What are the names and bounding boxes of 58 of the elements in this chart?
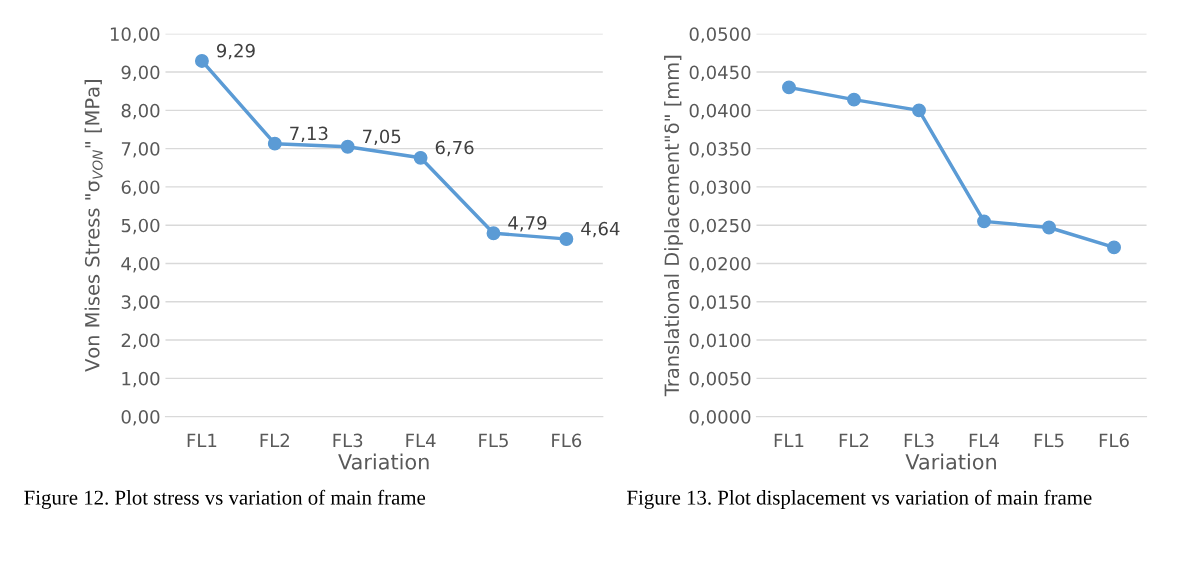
y-tick-label: 4,00	[121, 256, 160, 273]
x-tick-label: FL6	[1099, 433, 1129, 448]
point	[194, 54, 209, 68]
x-tick-label: FL4	[406, 433, 436, 448]
x-tick-label: FL2	[839, 433, 869, 448]
x-tick-label: FL4	[969, 433, 999, 448]
y-tick-label: 0,0200	[689, 256, 751, 273]
y-tick-label: 9,00	[121, 65, 160, 82]
data-label: 4,79	[508, 216, 547, 232]
y-tick-label: 0,0150	[689, 295, 751, 311]
y-tick-label: 0,0500	[689, 27, 751, 43]
y-tick-label: 6,00	[121, 180, 160, 196]
data-label: 7,13	[290, 126, 328, 142]
y-axis-title: Von Mises Stress "σ$_{VON}$" [MPa]	[84, 80, 103, 372]
point	[340, 139, 355, 154]
point	[1042, 220, 1056, 235]
x-tick-label: FL5	[479, 433, 508, 448]
point	[847, 92, 861, 107]
point	[559, 232, 574, 246]
y-tick-label: 3,00	[121, 295, 160, 311]
y-tick-label: 0,0000	[689, 410, 751, 426]
point	[486, 226, 501, 241]
y-tick-label: 5,00	[121, 218, 160, 235]
x-tick-label: FL2	[260, 433, 289, 448]
y-tick-label: 7,00	[121, 142, 160, 158]
x-tick-label: FL5	[1034, 433, 1064, 448]
y-axis-title: Translational Diplacement"δ" [mm]	[664, 55, 683, 397]
y-tick-label: 2,00	[121, 333, 160, 350]
y-tick-label: 10,00	[110, 27, 160, 43]
data-label: 6,76	[435, 140, 474, 157]
data-label: 9,29	[216, 43, 255, 60]
x-tick-label: FL3	[904, 433, 934, 448]
y-tick-label: 1,00	[122, 371, 160, 388]
data-label: 7,05	[363, 129, 401, 146]
point	[413, 150, 428, 165]
point	[267, 136, 282, 151]
data-label: 4,64	[581, 221, 620, 238]
x-tick-label: FL1	[774, 433, 804, 448]
caption: Figure 13. Plot displacement vs variation of main frame	[627, 489, 1092, 509]
x-axis-title: Variation	[905, 453, 996, 470]
y-tick-label: 0,0250	[689, 218, 751, 235]
y-tick-label: 8,00	[121, 103, 160, 120]
y-tick-label: 0,0300	[689, 180, 751, 196]
x-tick-label: FL1	[187, 433, 217, 448]
point	[977, 214, 991, 229]
y-tick-label: 0,0400	[689, 103, 751, 120]
x-axis-title: Variation	[338, 453, 429, 470]
point	[1107, 240, 1121, 255]
y-tick-label: 0,0050	[689, 371, 751, 388]
y-tick-label: 0,0350	[689, 142, 751, 158]
y-tick-label: 0,00	[121, 410, 160, 426]
point	[912, 103, 926, 118]
caption: Figure 12. Plot stress vs variation of main frame	[24, 489, 426, 509]
y-tick-label: 0,0100	[689, 333, 751, 350]
x-tick-label: FL3	[333, 433, 363, 448]
point	[782, 80, 796, 95]
x-tick-label: FL6	[552, 433, 582, 448]
y-tick-label: 0,0450	[689, 65, 751, 82]
